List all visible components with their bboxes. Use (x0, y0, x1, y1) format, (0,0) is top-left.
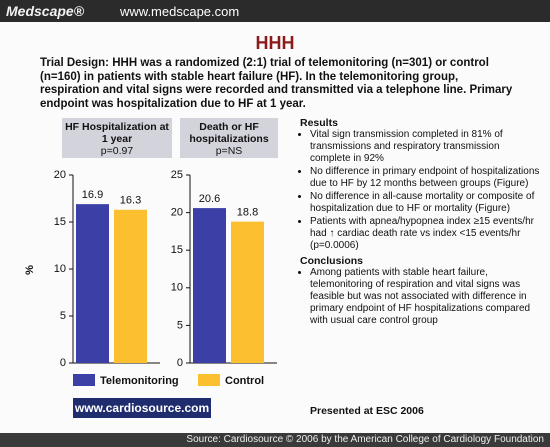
results-heading: Results (300, 117, 338, 129)
value-label: 20.6 (199, 193, 220, 205)
y-axis-label: % (24, 265, 36, 275)
y-tick-label: 25 (171, 169, 183, 181)
y-tick-label: 0 (177, 357, 183, 369)
legend-swatch (198, 374, 220, 386)
chart-title: Death or HF hospitalizations (189, 121, 269, 145)
chart-header: Death or HF hospitalizations p=NS (180, 118, 278, 158)
bar (114, 209, 147, 363)
bullet: Among patients with stable heart failure… (310, 267, 540, 327)
y-tick-label: 0 (60, 357, 66, 369)
y-tick-label: 10 (171, 282, 183, 294)
bullet: No difference in primary endpoint of hos… (310, 166, 540, 190)
title: HHH (255, 33, 295, 53)
chart-subtitle: p=0.97 (100, 145, 134, 157)
legend-swatch (73, 374, 95, 386)
top-bar: Medscape® www.medscape.com (0, 0, 550, 22)
y-tick-label: 15 (171, 244, 183, 256)
bar (76, 204, 109, 363)
conclusions-list: Among patients with stable heart failure… (300, 267, 540, 327)
chart-header: HF Hospitalization at 1 year p=0.97 (62, 118, 172, 158)
bullet: Vital sign transmission completed in 81%… (310, 129, 540, 165)
legend-label: Control (225, 375, 264, 387)
bar (193, 208, 226, 363)
y-tick-label: 10 (54, 263, 66, 275)
description: Trial Design: HHH was a randomized (2:1)… (40, 57, 513, 110)
chart-subtitle: p=NS (215, 145, 243, 157)
footer-bar: Source: Cardiosource © 2006 by the Ameri… (0, 433, 550, 447)
legend-label: Telemonitoring (100, 375, 179, 387)
y-tick-label: 20 (54, 169, 66, 181)
conclusions-heading: Conclusions (300, 255, 364, 267)
bar (231, 221, 264, 363)
footer: Source: Cardiosource © 2006 by the Ameri… (186, 434, 544, 445)
y-tick-label: 5 (60, 310, 66, 322)
brand: Medscape® (6, 3, 85, 19)
value-label: 16.9 (82, 189, 103, 201)
value-label: 18.8 (237, 207, 258, 219)
value-label: 16.3 (120, 195, 141, 207)
chart-title: HF Hospitalization at 1 year (65, 121, 169, 145)
y-tick-label: 15 (54, 216, 66, 228)
url: www.medscape.com (120, 4, 240, 19)
logo: www.cardiosource.com (73, 398, 211, 418)
bullet: No difference in all-cause mortality or … (310, 191, 540, 215)
presented: Presented at ESC 2006 (310, 405, 424, 417)
charts: 0 5 10 15 20% 16.9 16.3 0 5 10 15 20 25 20.6 18.8 Telem… (24, 169, 277, 387)
results-list: Vital sign transmission completed in 81%… (300, 129, 540, 252)
bullet: Patients with apnea/hypopnea index ≥15 e… (310, 216, 540, 252)
y-tick-label: 5 (177, 319, 183, 331)
y-tick-label: 20 (171, 207, 183, 219)
results-panel: Results Vital sign transmission complete… (300, 117, 540, 330)
